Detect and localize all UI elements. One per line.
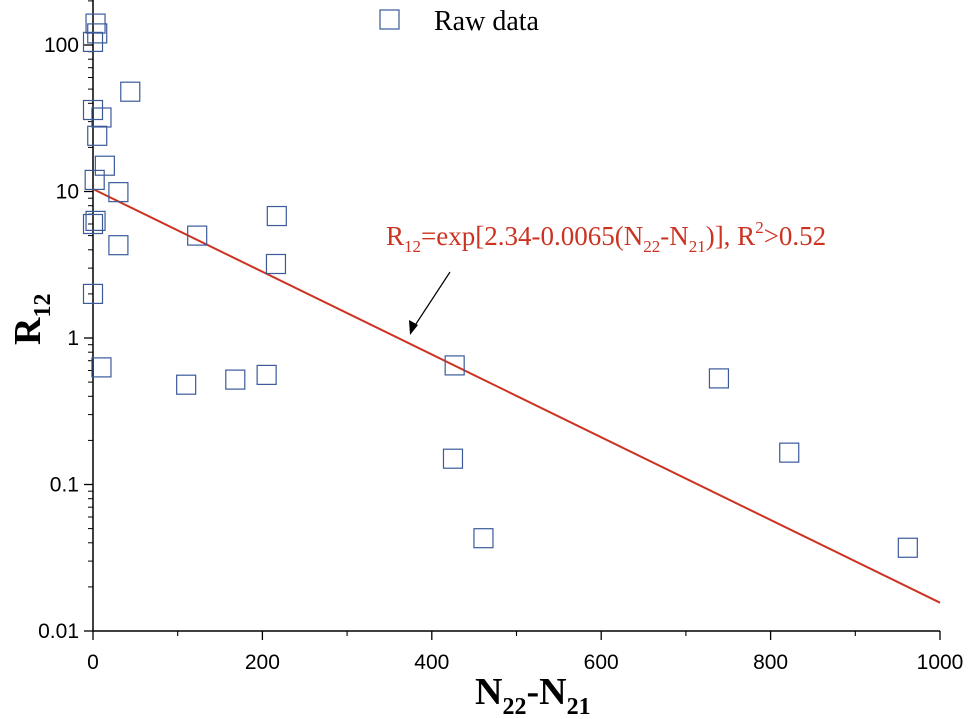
y-tick-label: 100: [44, 34, 79, 57]
data-point: [87, 125, 108, 146]
data-point: [91, 107, 112, 128]
eq-sup: 2: [755, 218, 764, 237]
data-point: [120, 81, 141, 102]
data-point: [82, 283, 104, 304]
eq-n22: 22: [643, 237, 660, 256]
data-point: [265, 253, 287, 275]
data-point: [85, 210, 106, 231]
data-point: [442, 448, 464, 469]
x-tick-label: 0: [87, 651, 99, 674]
data-points: [82, 13, 918, 558]
data-point: [108, 182, 129, 203]
y-ticks: 0.01 0.1 1 10 100: [38, 0, 93, 643]
data-point: [176, 374, 197, 395]
axes: [92, 0, 940, 632]
legend-label: Raw data: [434, 6, 540, 37]
data-point: [91, 357, 112, 378]
xlabel-sub1: 22: [502, 694, 526, 719]
x-tick-label: 200: [245, 651, 280, 674]
eq-tail: >0.52: [764, 221, 826, 251]
data-point: [82, 99, 104, 121]
data-point: [897, 537, 918, 558]
data-point: [256, 364, 277, 385]
ylabel-base: R: [7, 317, 49, 345]
eq-close: )], R: [706, 221, 756, 251]
x-tick-label: 400: [414, 651, 449, 674]
x-tick-label: 600: [584, 651, 619, 674]
data-point: [82, 213, 104, 235]
fit-line: [92, 188, 941, 604]
y-tick-label: 10: [56, 181, 79, 204]
annotation-arrow: [411, 271, 451, 331]
y-axis-title: R12: [7, 294, 56, 345]
data-point: [266, 205, 287, 227]
x-tick-label: 1000: [917, 651, 964, 674]
x-ticks: 0 200 400 600 800 1000: [87, 631, 963, 674]
data-point: [779, 442, 800, 463]
data-point: [473, 528, 494, 549]
data-point: [87, 23, 108, 44]
eq-dash: -N: [660, 221, 689, 251]
eq-r-sub: 12: [404, 237, 421, 256]
data-point: [708, 368, 730, 389]
legend: Raw data: [379, 6, 540, 37]
xlabel-mid: -N: [526, 671, 566, 713]
xlabel-sub2: 21: [567, 694, 591, 719]
fit-annotation: R12=exp[2.34-0.0065(N22-N21)], R2>0.52: [386, 218, 826, 335]
eq-n21: 21: [689, 237, 706, 256]
data-point: [225, 369, 246, 390]
fit-equation: R12=exp[2.34-0.0065(N22-N21)], R2>0.52: [386, 218, 826, 256]
xlabel-base: N: [475, 671, 502, 713]
x-axis-title: N22-N21: [475, 671, 591, 719]
y-tick-label: 0.1: [50, 474, 79, 497]
data-point: [444, 355, 465, 376]
y-tick-label: 0.01: [38, 620, 79, 643]
eq-main: =exp[2.34-0.0065(N: [421, 221, 643, 251]
y-tick-label: 1: [67, 327, 79, 350]
fit-line-group: [92, 188, 941, 604]
ylabel-sub: 12: [30, 294, 56, 318]
annotation-arrowhead: [409, 320, 418, 335]
data-point: [84, 169, 105, 190]
data-point: [82, 31, 104, 52]
data-point: [187, 225, 208, 246]
data-point: [108, 235, 129, 256]
data-point: [94, 155, 115, 176]
legend-marker: [379, 9, 400, 30]
eq-r: R: [386, 221, 404, 251]
x-tick-label: 800: [753, 651, 788, 674]
